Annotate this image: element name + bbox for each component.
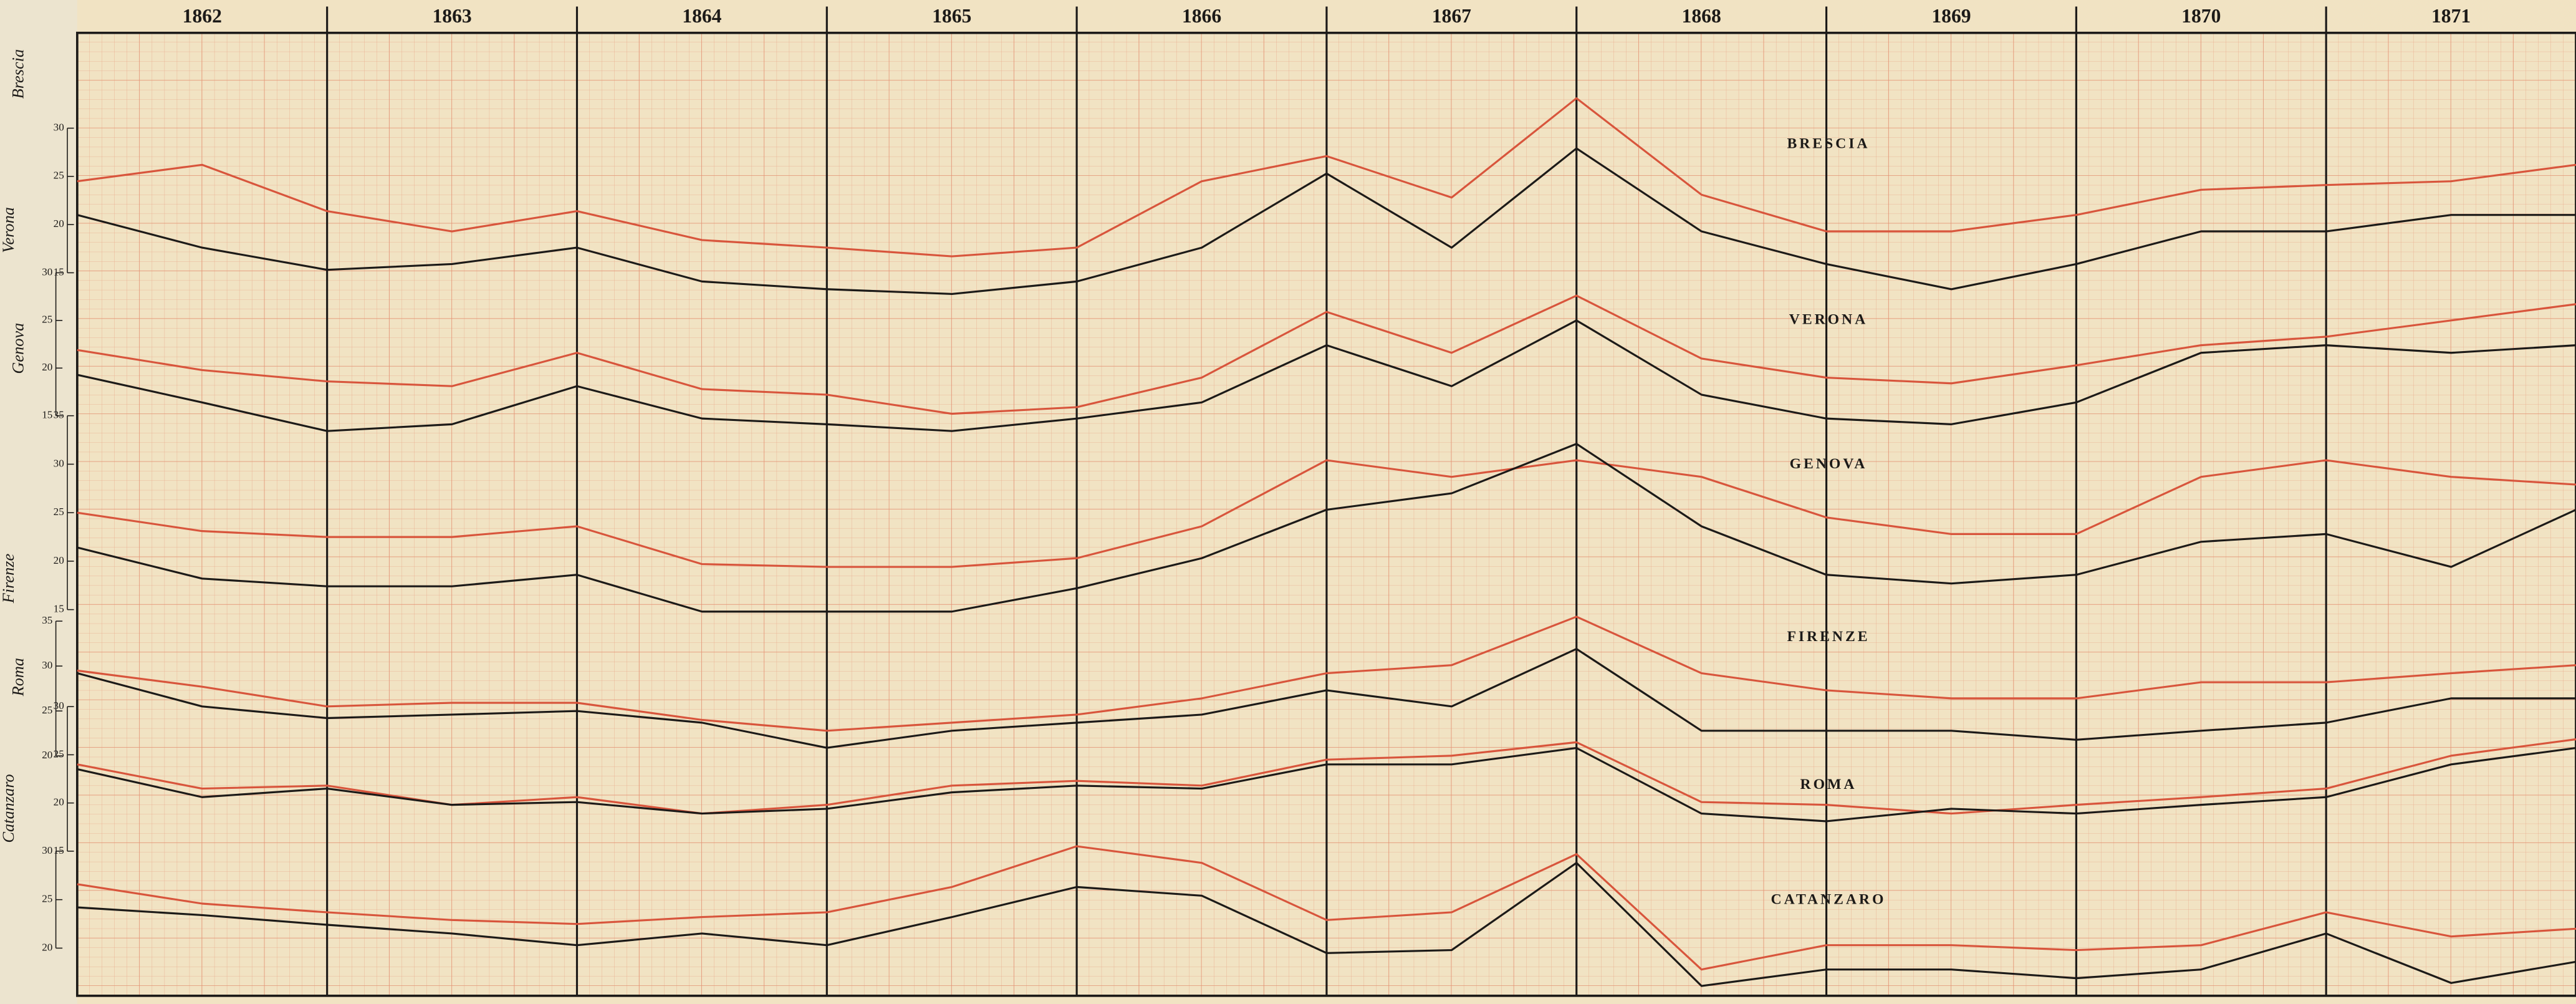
series-line xyxy=(77,738,2576,815)
y-tick-label: 20 xyxy=(42,749,52,761)
axis-label: Brescia xyxy=(9,49,27,99)
year-label: 1869 xyxy=(1931,5,1971,27)
year-label: 1863 xyxy=(432,5,471,27)
year-label: 1867 xyxy=(1432,5,1471,27)
year-label: 1864 xyxy=(682,5,721,27)
y-tick-label: 35 xyxy=(42,614,52,626)
y-tick-label: 30 xyxy=(54,700,64,712)
year-label: 1862 xyxy=(183,5,222,27)
y-tick-label: 20 xyxy=(42,941,52,953)
series-line xyxy=(77,746,2576,823)
y-tick-label: 30 xyxy=(42,844,52,856)
series-line xyxy=(77,615,2576,732)
series-line xyxy=(77,443,2576,613)
y-tick-label: 30 xyxy=(42,266,52,278)
y-tick-label: 25 xyxy=(42,704,52,716)
panel-label: ROMA xyxy=(1800,776,1857,793)
margin xyxy=(0,0,77,1004)
y-tick-label: 20 xyxy=(54,796,64,808)
year-label: 1866 xyxy=(1182,5,1221,27)
series-line xyxy=(77,294,2576,415)
y-tick-label: 25 xyxy=(42,893,52,905)
year-label: 1868 xyxy=(1682,5,1721,27)
year-label: 1870 xyxy=(2181,5,2221,27)
y-tick-label: 20 xyxy=(42,361,52,373)
y-tick-label: 30 xyxy=(42,659,52,671)
y-tick-label: 30 xyxy=(54,121,64,133)
y-tick-label: 30 xyxy=(54,457,64,469)
series-line xyxy=(77,147,2576,295)
y-tick-label: 15 xyxy=(54,266,64,278)
axis-label: Roma xyxy=(9,658,27,697)
y-tick-label: 25 xyxy=(54,748,64,760)
y-tick-label: 15 xyxy=(54,844,64,856)
panel-label: VERONA xyxy=(1789,311,1868,327)
panel-label: FIRENZE xyxy=(1787,629,1870,645)
series-line xyxy=(77,845,2576,971)
panel-label: GENOVA xyxy=(1790,456,1868,472)
year-label: 1871 xyxy=(2431,5,2471,27)
panel-label: CATANZARO xyxy=(1771,891,1886,907)
series-line xyxy=(77,459,2576,568)
series-line xyxy=(77,97,2576,258)
axis-label: Firenze xyxy=(0,553,17,604)
panel-label: BRESCIA xyxy=(1787,135,1870,152)
y-tick-label: 15 xyxy=(42,409,52,421)
y-tick-label: 20 xyxy=(54,218,64,229)
y-tick-label: 15 xyxy=(54,603,64,615)
series-line xyxy=(77,862,2576,987)
axis-label: Catanzaro xyxy=(0,774,17,842)
series-line xyxy=(77,319,2576,432)
axis-label: Genova xyxy=(9,323,27,374)
y-tick-label: 25 xyxy=(42,314,52,326)
axis-label: Verona xyxy=(0,207,17,253)
y-tick-label: 35 xyxy=(54,409,64,421)
y-tick-label: 20 xyxy=(54,554,64,566)
y-tick-label: 25 xyxy=(54,506,64,518)
series-line xyxy=(77,647,2576,749)
y-tick-label: 25 xyxy=(54,170,64,181)
year-label: 1865 xyxy=(932,5,971,27)
